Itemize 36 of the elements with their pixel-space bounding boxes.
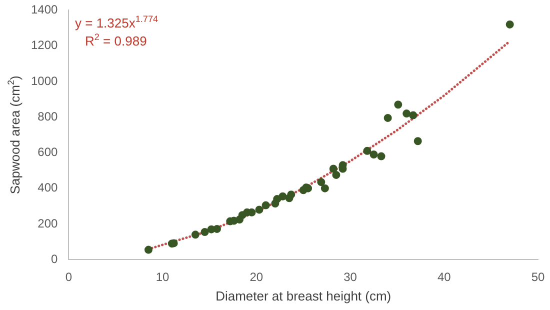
y-axis-title: Sapwood area (cm2) <box>6 76 23 194</box>
x-tick-label: 50 <box>531 270 545 284</box>
point <box>377 152 386 160</box>
y-tick-label: 600 <box>38 145 58 160</box>
point <box>144 246 152 254</box>
x-tick-label: 40 <box>437 270 452 284</box>
point <box>384 114 392 122</box>
point <box>320 184 329 192</box>
point <box>409 111 418 120</box>
point <box>200 228 209 236</box>
point <box>191 230 200 239</box>
point <box>506 20 514 28</box>
y-tick-label: 1200 <box>30 38 58 52</box>
point <box>255 206 264 214</box>
x-tick-label: 0 <box>65 270 72 284</box>
x-tick-label: 10 <box>156 270 170 284</box>
point <box>278 192 287 200</box>
point <box>402 110 411 118</box>
y-tick-label: 800 <box>38 109 58 124</box>
point <box>317 178 326 186</box>
y-tick-label: 400 <box>38 180 58 195</box>
x-tick-label: 20 <box>250 270 264 284</box>
point <box>329 164 338 173</box>
y-tick-label: 0 <box>51 252 58 266</box>
point <box>363 146 372 155</box>
y-tick-label: 1000 <box>30 74 58 88</box>
point <box>287 190 296 199</box>
x-axis-title: Diameter at breast height (cm) <box>216 288 392 304</box>
point <box>262 201 270 210</box>
y-tick-label: 1400 <box>30 2 58 17</box>
x-tick-label: 30 <box>344 270 358 284</box>
point <box>394 100 402 109</box>
point <box>414 137 422 146</box>
y-tick-label: 200 <box>38 216 58 230</box>
point <box>370 150 378 158</box>
point <box>332 170 340 179</box>
